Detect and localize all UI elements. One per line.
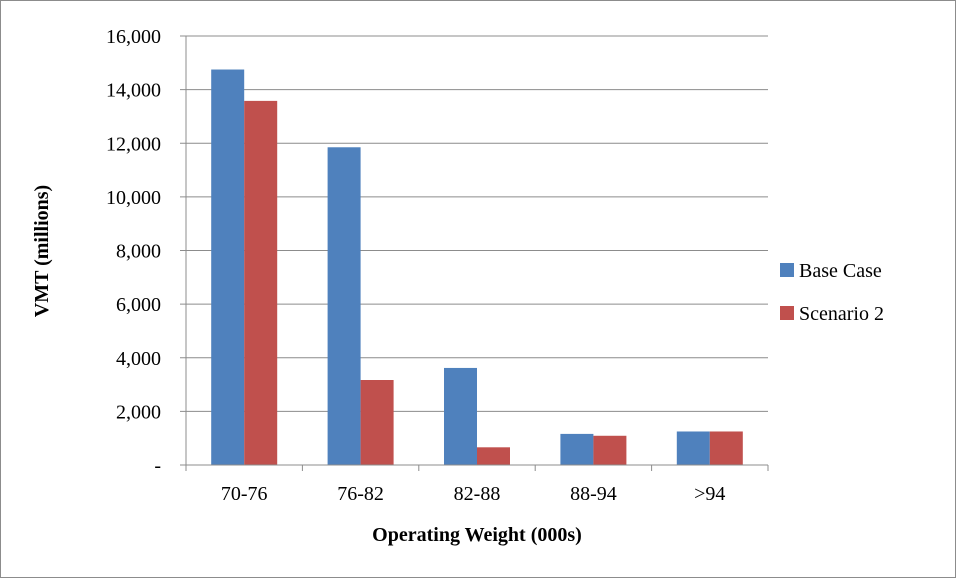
y-tick-labels: - 2,000 4,000 6,000 8,000 10,000 12,000 14,000 1… [106, 26, 161, 477]
x-tick-label: 70-76 [221, 483, 268, 505]
y-tick-label: 6,000 [116, 294, 161, 316]
y-tick-label: 12,000 [106, 133, 161, 155]
y-axis-title: VMT (millions) [31, 185, 53, 317]
legend-swatch [780, 306, 794, 320]
bar-base-case-3 [560, 433, 594, 465]
gridlines [180, 35, 768, 466]
bar-scenario-2-0 [244, 100, 278, 465]
x-tick-label: 82-88 [454, 483, 501, 505]
bar-base-case-0 [211, 69, 245, 465]
legend-label: Base Case [799, 260, 882, 282]
y-tick-label: 10,000 [106, 187, 161, 209]
x-tick-labels: 70-76 76-82 82-88 88-94 >94 [221, 483, 726, 505]
bar-scenario-2-2 [477, 447, 510, 465]
bars [211, 69, 743, 465]
bar-base-case-2 [444, 367, 477, 465]
x-tick-label: >94 [694, 483, 725, 505]
y-tick-label: 16,000 [106, 26, 161, 48]
x-axis-title: Operating Weight (000s) [372, 524, 582, 546]
y-tick-label: 4,000 [116, 348, 161, 370]
bar-base-case-1 [327, 147, 361, 465]
legend: Base Case Scenario 2 [780, 260, 884, 325]
legend-label: Scenario 2 [799, 303, 884, 325]
x-tick-label: 88-94 [570, 483, 617, 505]
x-tick-label: 76-82 [337, 483, 384, 505]
bar-base-case-4 [676, 431, 710, 465]
axes [185, 36, 769, 471]
y-tick-label: 8,000 [116, 241, 161, 263]
bar-scenario-2-1 [360, 380, 394, 465]
bar-scenario-2-4 [709, 431, 743, 465]
y-tick-label: 14,000 [106, 80, 161, 102]
legend-swatch [780, 263, 794, 277]
y-tick-label: 2,000 [116, 401, 161, 423]
y-tick-label: - [154, 455, 161, 477]
bar-scenario-2-3 [593, 435, 627, 465]
